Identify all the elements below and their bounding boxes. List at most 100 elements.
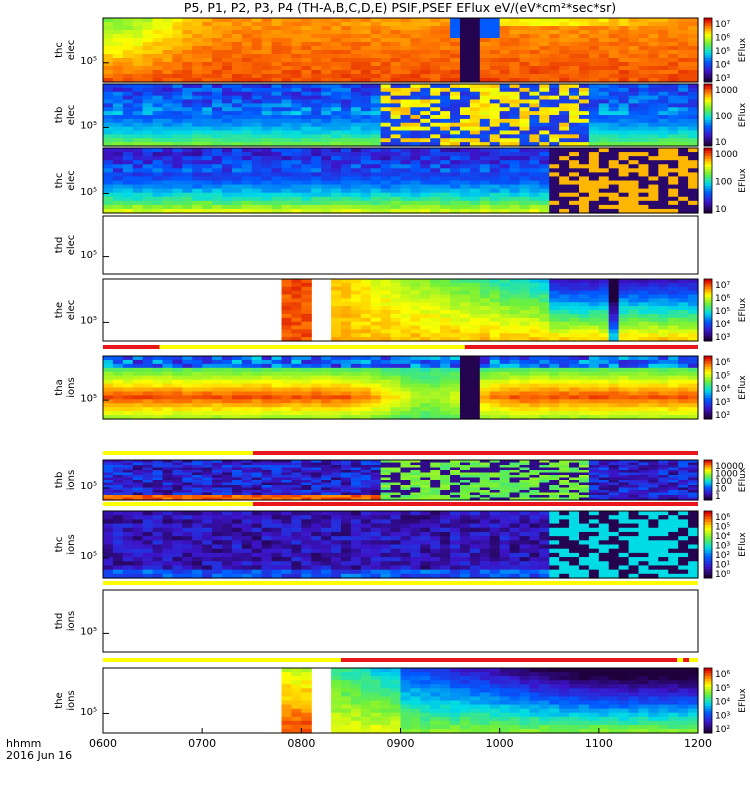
spectrogram-cell [301, 306, 312, 311]
spectrogram-cell [192, 196, 203, 202]
spectrogram-cell [648, 391, 659, 396]
spectrogram-cell [291, 91, 302, 97]
spectrogram-cell [152, 415, 164, 420]
spectrogram-cell [311, 91, 322, 97]
spectrogram-cell [410, 298, 421, 303]
spectrogram-cell [350, 62, 362, 67]
spectrogram-cell [380, 138, 392, 143]
spectrogram-cell [152, 403, 164, 408]
spectrogram-cell [370, 407, 382, 412]
spectrogram-cell [539, 321, 550, 327]
spectrogram-cell [400, 387, 412, 393]
spectrogram-cell [648, 138, 659, 143]
spectrogram-cell [350, 325, 362, 330]
spectrogram-cell [628, 34, 640, 39]
spectrogram-cell [588, 99, 600, 104]
spectrogram-cell [588, 379, 600, 385]
spectrogram-cell [271, 122, 283, 128]
spectrogram-cell [668, 130, 679, 135]
spectrogram-cell [182, 138, 193, 143]
spectrogram-cell [112, 399, 124, 404]
spectrogram-cell [380, 152, 392, 157]
spectrogram-cell [241, 371, 253, 377]
spectrogram-cell [618, 403, 630, 408]
spectrogram-cell [142, 54, 154, 59]
spectrogram-cell [598, 286, 610, 292]
spectrogram-cell [182, 34, 193, 39]
spectrogram-cell [678, 359, 689, 365]
spectrogram-cell [182, 395, 193, 400]
spectrogram-cell [638, 403, 650, 408]
spectrogram-cell [400, 290, 412, 296]
spectrogram-cell [350, 411, 362, 416]
spectrogram-cell [668, 168, 679, 173]
spectrogram-cell [579, 103, 590, 108]
spectrogram-cell [509, 111, 521, 116]
spectrogram-cell [460, 415, 471, 420]
spectrogram-cell [678, 337, 689, 342]
spectrogram-cell [519, 99, 531, 104]
spectrogram-cell [688, 168, 699, 173]
spectrogram-cell [301, 91, 312, 97]
colorbar-step [704, 390, 712, 394]
spectrogram-cell [380, 383, 392, 389]
spectrogram-cell [222, 84, 233, 89]
spectrogram-cell [420, 310, 431, 315]
spectrogram-cell [489, 130, 501, 135]
colorbar-step [704, 42, 712, 46]
spectrogram-cell [103, 482, 114, 486]
spectrogram-cell [261, 138, 273, 143]
spectrogram-cell [341, 84, 352, 89]
spectrogram-cell [579, 22, 590, 27]
spectrogram-cell [549, 294, 560, 299]
spectrogram-cell [380, 30, 392, 35]
spectrogram-cell [489, 103, 501, 108]
spectrogram-cell [350, 156, 362, 161]
spectrogram-cell [628, 115, 640, 120]
spectrogram-cell [618, 46, 630, 51]
spectrogram-cell [569, 371, 580, 377]
spectrogram-cell [410, 130, 421, 135]
spectrogram-cell [598, 164, 610, 169]
spectrogram-cell [479, 126, 491, 132]
spectrogram-cell [112, 18, 124, 23]
spectrogram-cell [420, 200, 431, 206]
spectrogram-cell [202, 84, 213, 89]
spectrogram-cell [251, 38, 263, 43]
spectrogram-cell [231, 485, 243, 489]
spectrogram-cell [529, 290, 540, 296]
spectrogram-cell [311, 188, 322, 194]
spectrogram-cell [608, 298, 620, 303]
spectrogram-cell [519, 383, 531, 389]
spectrogram-cell [688, 282, 699, 288]
spectrogram-cell [222, 477, 233, 481]
spectrogram-cell [152, 130, 164, 135]
spectrogram-cell [350, 18, 362, 23]
spectrogram-cell [360, 192, 372, 198]
spectrogram-cell [350, 74, 362, 79]
spectrogram-cell [479, 74, 491, 79]
spectrogram-cell [360, 30, 372, 35]
spectrogram-cell [212, 399, 223, 404]
spectrogram-cell [182, 492, 193, 496]
spectrogram-cell [222, 184, 233, 190]
spectrogram-cell [122, 26, 134, 31]
spectrogram-cell [678, 282, 689, 288]
spectrogram-cell [638, 359, 650, 365]
spectrogram-cell [420, 184, 431, 190]
spectrogram-cell [103, 58, 114, 63]
spectrogram-cell [658, 298, 669, 303]
spectrogram-cell [301, 399, 312, 404]
spectrogram-cell [579, 95, 590, 101]
spectrogram-cell [202, 490, 213, 494]
spectrogram-cell [519, 310, 531, 315]
spectrogram-cell [321, 391, 332, 396]
spectrogram-cell [559, 148, 570, 153]
spectrogram-cell [529, 302, 540, 307]
spectrogram-cell [420, 70, 431, 75]
spectrogram-cell [430, 375, 441, 381]
spectrogram-cell [192, 379, 203, 385]
spectrogram-cell [400, 74, 412, 79]
spectrogram-cell [370, 399, 382, 404]
spectrogram-cell [261, 367, 273, 373]
